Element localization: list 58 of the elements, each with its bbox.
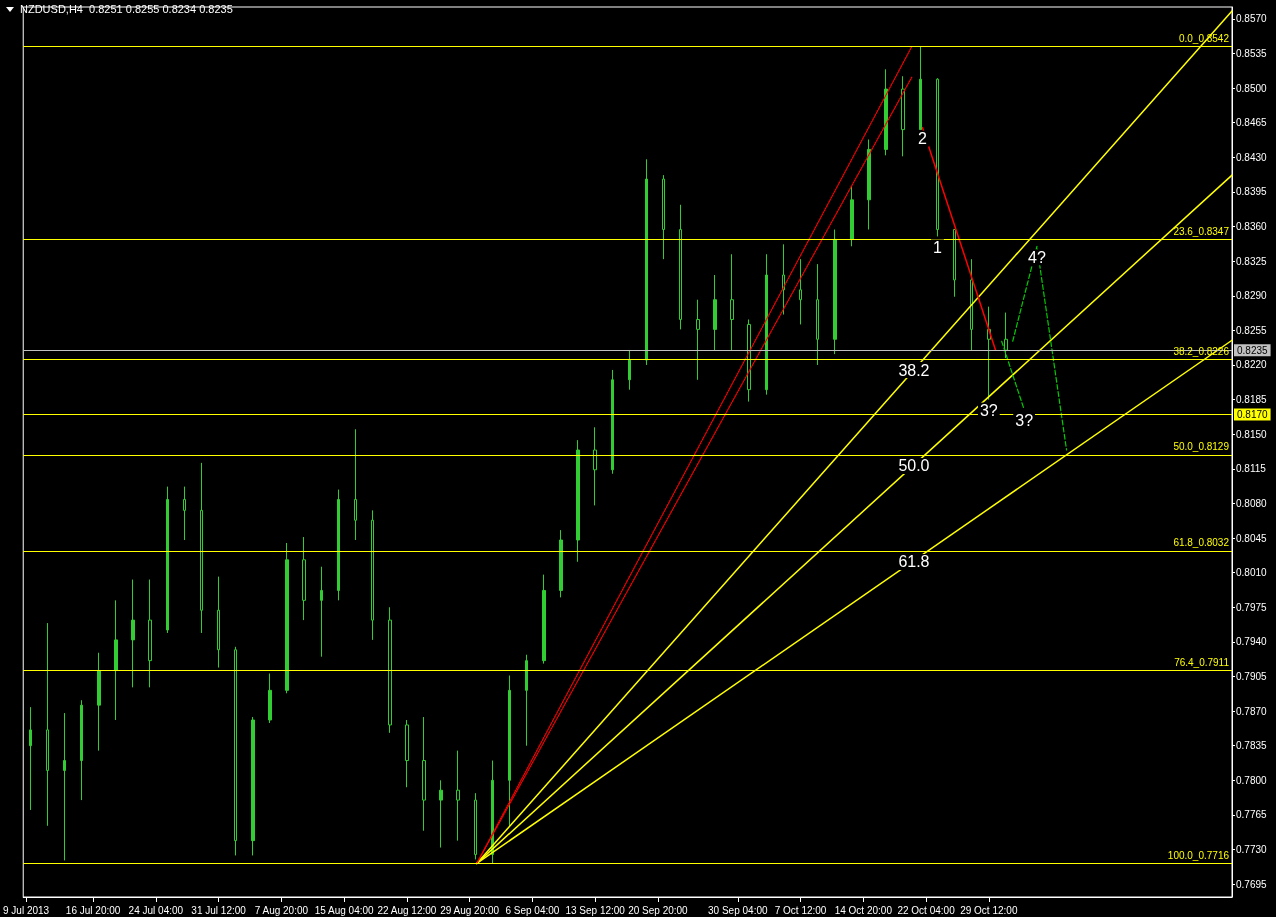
y-tick-label: 0.8185 <box>1236 394 1268 406</box>
annotation: 38.2 <box>898 361 930 379</box>
y-tick-label: 0.7940 <box>1236 636 1268 648</box>
y-tick-label: 0.7800 <box>1236 774 1268 786</box>
y-tick-label: 0.8220 <box>1236 359 1268 371</box>
x-tick-label: 9 Jul 2013 <box>3 904 50 916</box>
ref-line-label: 61.8_0.8032 <box>1173 537 1230 549</box>
x-tick-label: 30 Sep 04:00 <box>708 904 768 916</box>
annotation: 50.0 <box>898 457 930 475</box>
y-tick-label: 0.8080 <box>1236 497 1268 509</box>
ref-line-label: 100.0_0.7716 <box>1167 849 1230 861</box>
y-tick-label: 0.7695 <box>1236 878 1268 890</box>
annotation: 1 <box>933 238 943 256</box>
annotation: 3? <box>1015 411 1034 429</box>
y-tick-label: 0.8500 <box>1236 82 1268 94</box>
y-tick-label: 0.8570 <box>1236 13 1268 25</box>
y-tick-label: 0.8010 <box>1236 567 1268 579</box>
y-tick-label: 0.8465 <box>1236 117 1268 129</box>
y-tick-label: 0.8290 <box>1236 290 1268 302</box>
annotation: 4? <box>1028 248 1046 266</box>
x-tick-label: 16 Jul 20:00 <box>65 904 121 916</box>
y-tick-label: 0.7835 <box>1236 740 1268 752</box>
x-tick-label: 7 Oct 12:00 <box>774 904 827 916</box>
y-tick-label: 0.8255 <box>1236 324 1268 336</box>
y-tick-label: 0.7905 <box>1236 670 1268 682</box>
y-tick-label: 0.8115 <box>1236 463 1267 475</box>
annotation: 2 <box>918 130 928 148</box>
ref-line-label: 76.4_0.7911 <box>1174 657 1230 669</box>
y-tick-label: 0.8360 <box>1236 221 1268 233</box>
y-tick-label: 0.8325 <box>1236 255 1268 267</box>
chart-title: NZDUSD,H4 0.8251 0.8255 0.8234 0.8235 <box>20 3 233 15</box>
ref-line-label: 50.0_0.8129 <box>1173 441 1230 453</box>
x-tick-label: 20 Sep 20:00 <box>628 904 689 916</box>
y-tick-label: 0.8150 <box>1236 428 1268 440</box>
x-tick-label: 13 Sep 12:00 <box>565 904 626 916</box>
x-tick-label: 29 Aug 20:00 <box>440 904 500 916</box>
y-tick-label: 0.8395 <box>1236 186 1268 198</box>
y-tick-label: 0.7765 <box>1236 809 1268 821</box>
annotation: 3? <box>979 402 998 420</box>
x-tick-label: 22 Oct 04:00 <box>897 904 956 916</box>
y-tick-label: 0.8045 <box>1236 532 1268 544</box>
ref-line-label: 23.6_0.8347 <box>1173 225 1230 237</box>
annotation: 61.8 <box>898 553 930 571</box>
y-tick-label: 0.7975 <box>1236 601 1268 613</box>
x-tick-label: 22 Aug 12:00 <box>377 904 437 916</box>
x-tick-label: 24 Jul 04:00 <box>128 904 184 916</box>
y-tick-label: 0.7870 <box>1236 705 1268 717</box>
x-tick-label: 14 Oct 20:00 <box>834 904 893 916</box>
x-tick-label: 31 Jul 12:00 <box>191 904 247 916</box>
y-tick-label: 0.8535 <box>1236 47 1268 59</box>
x-tick-label: 6 Sep 04:00 <box>505 904 560 916</box>
ref-line-label: 0.8235 <box>1237 344 1269 356</box>
x-tick-label: 29 Oct 12:00 <box>960 904 1018 916</box>
y-tick-label: 0.8430 <box>1236 151 1268 163</box>
ref-line-label: 0.8170 <box>1237 408 1269 420</box>
y-tick-label: 0.7730 <box>1236 844 1268 856</box>
x-tick-label: 7 Aug 20:00 <box>254 904 309 916</box>
x-tick-label: 15 Aug 04:00 <box>314 904 375 916</box>
